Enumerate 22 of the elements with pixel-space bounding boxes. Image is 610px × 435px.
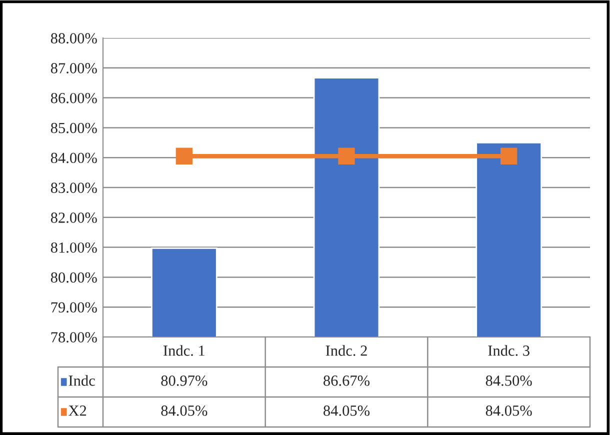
data-label: 84.50% (486, 376, 532, 386)
legend-label: Indc (68, 375, 95, 386)
y-tick-label: 81.00% (50, 242, 97, 253)
data-label: 84.05% (161, 406, 208, 416)
y-tick-label: 84.00% (50, 152, 97, 164)
data-label: 84.05% (324, 406, 370, 416)
y-tick-label: 79.00% (51, 302, 97, 313)
y-tick-label: 86.00% (50, 92, 97, 104)
y-tick-label: 83.00% (50, 182, 97, 194)
x-tick-label: Indc. 3 (488, 345, 530, 356)
y-tick-label: 85.00% (50, 122, 97, 134)
y-tick-label: 78.00% (51, 332, 97, 343)
y-tick-label: 80.00% (50, 272, 97, 283)
data-label: 86.67% (324, 376, 370, 386)
y-tick-label: 87.00% (50, 63, 97, 74)
x-tick-label: Indc. 2 (326, 345, 367, 356)
data-label: 80.97% (161, 376, 208, 386)
data-label: 84.05% (486, 406, 532, 416)
y-tick-label: 88.00% (50, 33, 97, 44)
x-tick-label: Indc. 1 (164, 345, 204, 356)
legend-label: X2 (68, 406, 86, 416)
y-tick-label: 82.00% (50, 212, 97, 223)
